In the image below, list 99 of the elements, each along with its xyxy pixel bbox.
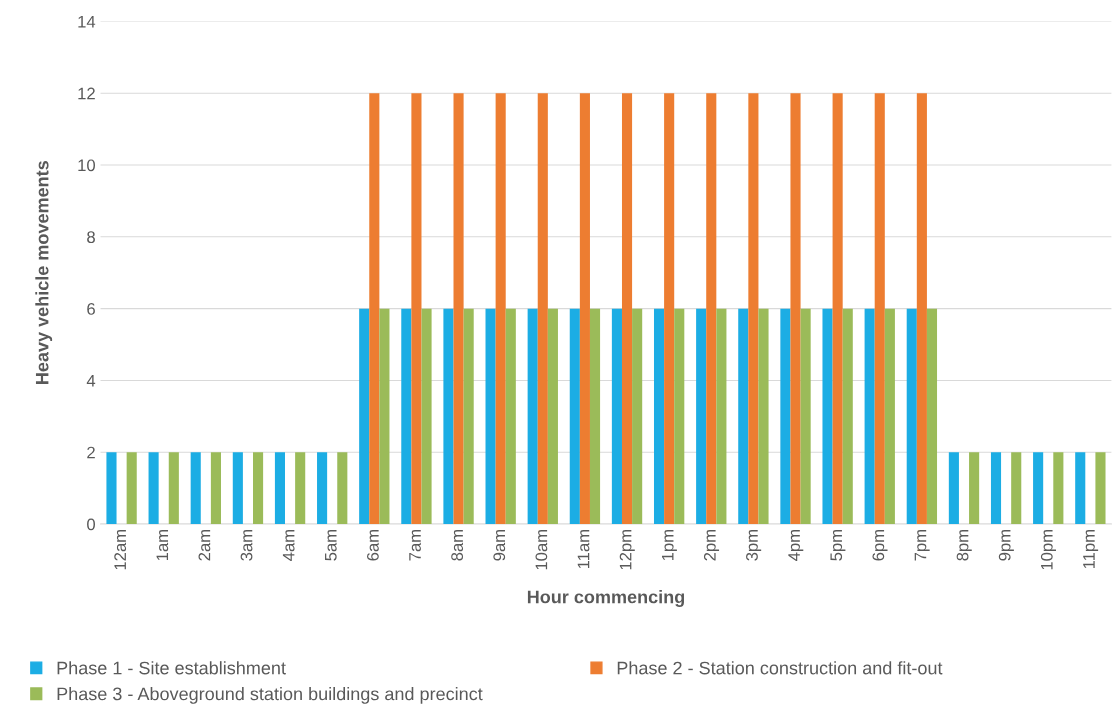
bar: [926, 308, 938, 525]
bar: [589, 308, 601, 525]
x-tick-label: 9am: [493, 530, 506, 561]
bar: [210, 452, 221, 525]
x-tick-label: 2am: [198, 530, 211, 561]
bar: [317, 452, 328, 525]
x-tick-label: 4am: [282, 530, 295, 561]
legend-label: Phase 3 - Aboveground station buildings and precinct: [57, 687, 483, 704]
bar: [621, 93, 633, 525]
bar: [832, 93, 843, 525]
bar: [126, 452, 137, 525]
bar: [664, 93, 675, 525]
bar: [800, 308, 811, 525]
bar: [547, 308, 558, 525]
bar: [485, 308, 496, 525]
bar: [842, 308, 853, 525]
bar: [463, 308, 474, 525]
bar: [379, 308, 390, 525]
y-tick-label: 12: [78, 87, 95, 100]
bar: [653, 308, 665, 525]
bar: [1095, 452, 1106, 525]
bar: [453, 93, 464, 525]
bar: [790, 93, 801, 525]
bar: [537, 93, 548, 525]
y-axis-title: Heavy vehicle movements: [35, 161, 53, 384]
bar: [106, 452, 117, 525]
bar: [706, 93, 717, 525]
bar: [401, 308, 412, 525]
bar: [421, 308, 432, 525]
bar: [232, 452, 243, 525]
bar: [359, 308, 370, 525]
bar: [748, 93, 759, 525]
bar: [780, 308, 791, 525]
x-tick-label: 2pm: [703, 530, 720, 561]
bar: [295, 452, 306, 525]
bar: [674, 308, 685, 525]
x-tick-label: 3am: [240, 530, 253, 561]
y-tick-label: 6: [87, 303, 95, 315]
x-tick-label: 6am: [366, 530, 379, 561]
bar: [758, 308, 769, 525]
bar: [443, 308, 454, 525]
bar: [822, 308, 833, 525]
bar: [1075, 452, 1086, 525]
bar: [716, 308, 727, 525]
bar: [148, 452, 159, 525]
x-tick-label: 7pm: [914, 530, 930, 561]
bar: [579, 93, 590, 525]
x-axis-title: Hour commencing: [527, 590, 685, 607]
bar: [632, 308, 643, 525]
y-tick-label: 8: [87, 231, 95, 244]
y-tick-label: 0: [87, 518, 96, 531]
x-tick-label: 11pm: [1083, 530, 1099, 569]
bar: [1053, 452, 1064, 525]
bar: [1011, 452, 1022, 525]
x-tick-label: 5pm: [830, 530, 846, 561]
x-tick-label: 12pm: [619, 530, 635, 570]
bar: [527, 308, 538, 525]
bar: [738, 308, 749, 525]
x-tick-label: 5am: [325, 530, 337, 561]
x-tick-label: 7am: [409, 530, 421, 561]
x-tick-label: 1am: [156, 530, 169, 561]
x-tick-label: 10pm: [1040, 530, 1056, 570]
bar: [253, 452, 264, 525]
bar: [906, 308, 917, 525]
y-tick-label: 10: [78, 159, 96, 172]
bar: [569, 308, 580, 525]
legend-label: Phase 2 - Station construction and fit-out: [617, 661, 943, 675]
bar: [274, 452, 286, 525]
bar: [969, 452, 980, 525]
legend-label: Phase 1 - Site establishment: [57, 661, 286, 675]
y-tick-label: 14: [78, 15, 96, 28]
x-tick-label: 8am: [451, 530, 464, 561]
x-tick-label: 12am: [114, 530, 127, 570]
bar: [990, 452, 1002, 525]
y-tick-label: 2: [87, 446, 95, 459]
bar: [948, 452, 959, 525]
x-tick-label: 11am: [577, 530, 590, 569]
bar: [337, 452, 348, 525]
bar: [1033, 452, 1044, 525]
x-tick-label: 6pm: [872, 530, 888, 561]
x-tick-label: 1pm: [662, 530, 677, 561]
bar: [190, 452, 201, 525]
bar: [505, 308, 516, 525]
bar: [411, 93, 422, 525]
bar: [168, 452, 179, 525]
bar: [495, 93, 506, 525]
bar: [874, 93, 885, 525]
x-tick-label: 3pm: [746, 530, 762, 561]
bar: [864, 308, 875, 525]
bar: [884, 308, 895, 525]
bar: [369, 93, 380, 525]
y-tick-label: 4: [86, 375, 96, 387]
x-tick-label: 9pm: [998, 530, 1014, 561]
bar: [611, 308, 622, 525]
bar: [696, 308, 707, 525]
x-tick-label: 8pm: [956, 530, 972, 561]
x-tick-label: 4pm: [788, 530, 804, 561]
x-tick-label: 10am: [535, 530, 548, 570]
bar: [916, 93, 927, 525]
